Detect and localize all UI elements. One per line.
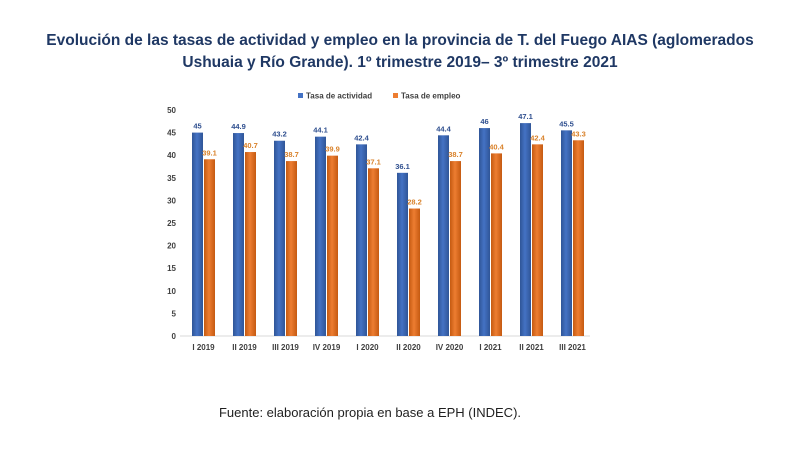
chart-title: Evolución de las tasas de actividad y em… xyxy=(46,32,754,71)
x-tick-label: I 2021 xyxy=(479,343,502,352)
data-label: 38.7 xyxy=(448,150,463,159)
bar-empleo xyxy=(204,159,215,336)
y-tick-label: 35 xyxy=(167,174,176,183)
data-label: 42.4 xyxy=(354,133,369,142)
bar-actividad xyxy=(233,133,244,336)
bar-empleo xyxy=(245,152,256,336)
x-tick-label: II 2021 xyxy=(519,343,544,352)
x-tick-label: IV 2020 xyxy=(436,343,464,352)
bar-empleo xyxy=(409,208,420,336)
data-label: 40.4 xyxy=(489,142,504,151)
bar-actividad xyxy=(356,144,367,336)
y-tick-label: 0 xyxy=(172,332,177,341)
x-tick-label: II 2019 xyxy=(232,343,257,352)
bar-actividad xyxy=(274,140,285,336)
legend-label: Tasa de actividad xyxy=(306,92,372,101)
bar-empleo xyxy=(532,144,543,336)
bar-empleo xyxy=(327,155,338,336)
x-tick-label: III 2021 xyxy=(559,343,586,352)
bar-empleo xyxy=(450,161,461,336)
data-label: 45 xyxy=(193,122,201,131)
x-tick-label: II 2020 xyxy=(396,343,421,352)
y-tick-label: 50 xyxy=(167,106,176,115)
y-tick-label: 20 xyxy=(167,242,176,251)
bar-actividad xyxy=(520,123,531,336)
y-tick-label: 10 xyxy=(167,287,176,296)
data-label: 36.1 xyxy=(395,162,410,171)
data-label: 28.2 xyxy=(407,198,422,207)
x-axis: I 2019 II 2019 III 2019 IV 2019 I 2020 II 202… xyxy=(192,343,586,352)
data-label: 39.1 xyxy=(202,148,217,157)
data-label: 40.7 xyxy=(243,141,258,150)
x-tick-label: I 2020 xyxy=(356,343,379,352)
data-label: 43.3 xyxy=(571,129,586,138)
y-tick-label: 45 xyxy=(167,129,176,138)
legend-swatch xyxy=(393,93,398,98)
y-tick-label: 5 xyxy=(172,309,177,318)
data-label: 44.4 xyxy=(436,124,451,133)
legend: Tasa de actividad Tasa de empleo xyxy=(298,92,461,101)
data-label: 42.4 xyxy=(530,133,545,142)
bar-empleo xyxy=(286,161,297,336)
bar-actividad xyxy=(315,136,326,336)
data-label: 44.1 xyxy=(313,126,328,135)
y-tick-label: 15 xyxy=(167,264,176,273)
bars xyxy=(192,123,584,336)
legend-label: Tasa de empleo xyxy=(401,92,461,101)
bar-chart: Tasa de actividad Tasa de empleo 0 5 10 15 20… xyxy=(167,92,590,352)
x-tick-label: IV 2019 xyxy=(313,343,341,352)
x-tick-label: III 2019 xyxy=(272,343,299,352)
data-label: 37.1 xyxy=(366,157,381,166)
data-label: 45.5 xyxy=(559,119,574,128)
bar-actividad xyxy=(438,135,449,336)
bar-empleo xyxy=(573,140,584,336)
bar-empleo xyxy=(491,153,502,336)
y-tick-label: 40 xyxy=(167,151,176,160)
data-label: 47.1 xyxy=(518,112,533,121)
y-tick-label: 30 xyxy=(167,196,176,205)
legend-swatch xyxy=(298,93,303,98)
x-tick-label: I 2019 xyxy=(192,343,215,352)
data-labels: 45 44.9 43.2 44.1 42.4 36.1 44.4 46 47.1 45.5 39.1… xyxy=(193,112,585,206)
y-tick-label: 25 xyxy=(167,219,176,228)
source-note: Fuente: elaboración propia en base a EPH… xyxy=(218,405,522,420)
data-label: 46 xyxy=(480,117,488,126)
data-label: 43.2 xyxy=(272,130,287,139)
bar-actividad xyxy=(561,130,572,336)
bar-actividad xyxy=(192,132,203,336)
data-label: 39.9 xyxy=(325,145,340,154)
data-label: 44.9 xyxy=(231,122,246,131)
data-label: 38.7 xyxy=(284,150,299,159)
bar-empleo xyxy=(368,168,379,336)
bar-actividad xyxy=(479,128,490,336)
bar-actividad xyxy=(397,172,408,336)
